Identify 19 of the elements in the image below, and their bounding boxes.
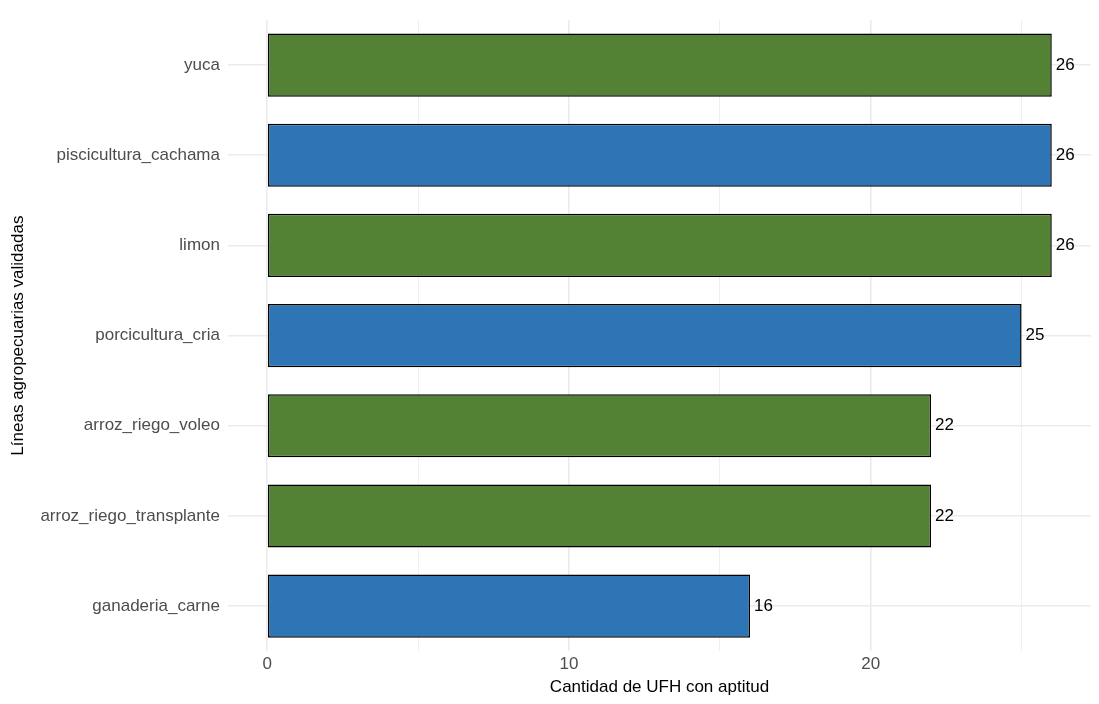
- x-axis-title: Cantidad de UFH con aptitud: [549, 677, 770, 697]
- data-label: 16: [754, 595, 773, 615]
- y-tick-label: piscicultura_cachama: [56, 144, 221, 164]
- x-tick-label: 20: [861, 654, 881, 674]
- y-tick-label: porcicultura_cria: [95, 325, 221, 345]
- y-tick-label: arroz_riego_voleo: [83, 415, 220, 435]
- y-axis-title: Líneas agropecuarias validadas: [7, 215, 27, 456]
- y-tick-label: limon: [179, 235, 220, 255]
- data-label: 26: [1055, 54, 1075, 74]
- y-tick-label: arroz_riego_transplante: [40, 505, 220, 525]
- data-label: 26: [1055, 235, 1075, 255]
- data-label: 26: [1055, 144, 1075, 164]
- data-label: 22: [935, 505, 954, 525]
- data-label: 25: [1025, 325, 1045, 345]
- x-tick-label: 10: [559, 654, 579, 674]
- y-tick-label: yuca: [184, 54, 221, 74]
- x-tick-label: 0: [262, 654, 272, 674]
- data-label: 22: [935, 415, 954, 435]
- y-tick-label: ganaderia_carne: [92, 595, 220, 615]
